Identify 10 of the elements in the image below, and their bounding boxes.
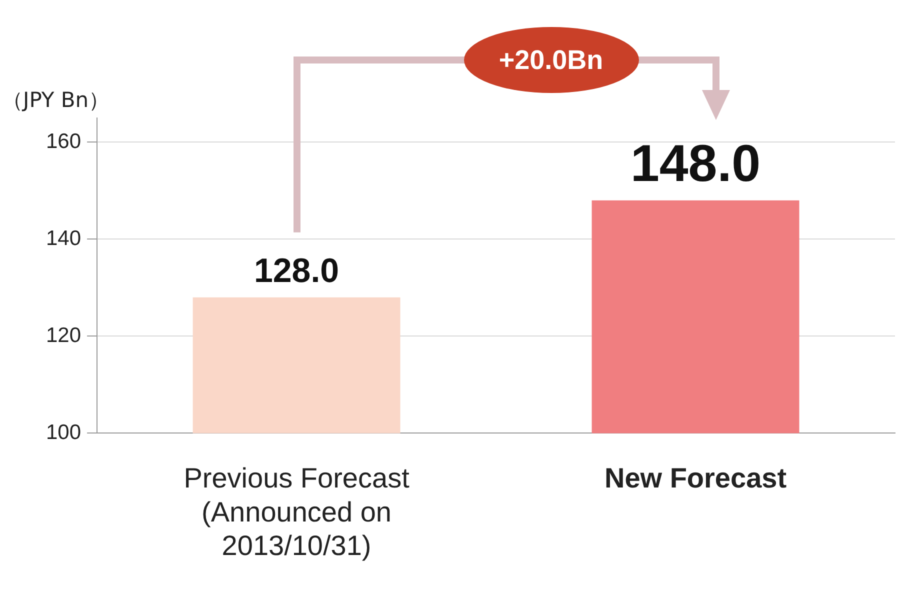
y-axis-title: （JPY Bn） xyxy=(2,88,110,112)
x-tick-label: New Forecast xyxy=(604,462,787,494)
data-label: 148.0 xyxy=(630,134,761,193)
y-tick-label: 140 xyxy=(46,227,82,250)
data-label: 128.0 xyxy=(254,252,340,290)
y-tick-label: 160 xyxy=(46,130,82,154)
y-tick-label: 120 xyxy=(46,324,82,348)
x-tick-label: Previous Forecast (Announced on 2013/10/31) xyxy=(184,462,410,561)
text: +20.0Bn xyxy=(464,27,639,93)
y-tick-label: 100 xyxy=(46,420,82,444)
